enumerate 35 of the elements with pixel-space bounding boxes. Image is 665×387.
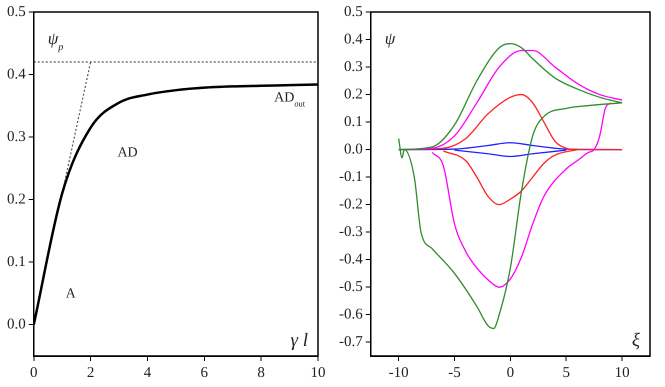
x-tick-label: -5 [448, 364, 461, 381]
y-tick-label: 0.0 [7, 316, 26, 333]
y-tick-label: 0.3 [344, 58, 363, 75]
y-tick-label: 0.4 [344, 31, 364, 48]
y-tick-label: 0.2 [344, 86, 363, 102]
x-tick-label: 6 [200, 364, 209, 381]
x-tick-label: 10 [614, 364, 630, 381]
y-tick-label: 0.5 [344, 4, 363, 20]
annotation: A [66, 286, 77, 302]
y-tick-label: -0.7 [338, 334, 364, 350]
y-axis-title: ψ [384, 29, 396, 48]
x-tick-label: 8 [257, 364, 265, 381]
x-tick-label: -10 [388, 364, 409, 381]
y-tick-label: 0.5 [7, 4, 26, 20]
x-tick-label: 0 [506, 364, 514, 381]
y-tick-label: 0.1 [344, 114, 363, 130]
y-tick-label: 0.2 [7, 192, 26, 208]
x-tick-label: 5 [562, 364, 570, 381]
y-tick-label: 0.3 [7, 129, 26, 146]
x-axis-title: γ l [290, 330, 308, 351]
y-tick-label: -0.1 [338, 169, 363, 186]
x-axis-title: ξ [632, 330, 641, 351]
x-tick-label: 4 [144, 364, 152, 381]
annotation: AD [117, 145, 138, 160]
x-tick-label: 10 [310, 364, 326, 381]
x-tick-label: 0 [30, 364, 38, 381]
y-tick-label: -0.5 [338, 279, 363, 296]
y-tick-label: -0.4 [338, 252, 364, 268]
y-tick-label: 0.0 [344, 142, 363, 158]
y-tick-label: -0.3 [338, 224, 363, 240]
y-tick-label: -0.2 [338, 196, 363, 213]
y-tick-label: -0.6 [338, 306, 364, 323]
y-tick-label: 0.1 [7, 254, 26, 270]
x-tick-label: 2 [86, 364, 94, 381]
y-tick-label: 0.4 [7, 66, 26, 82]
